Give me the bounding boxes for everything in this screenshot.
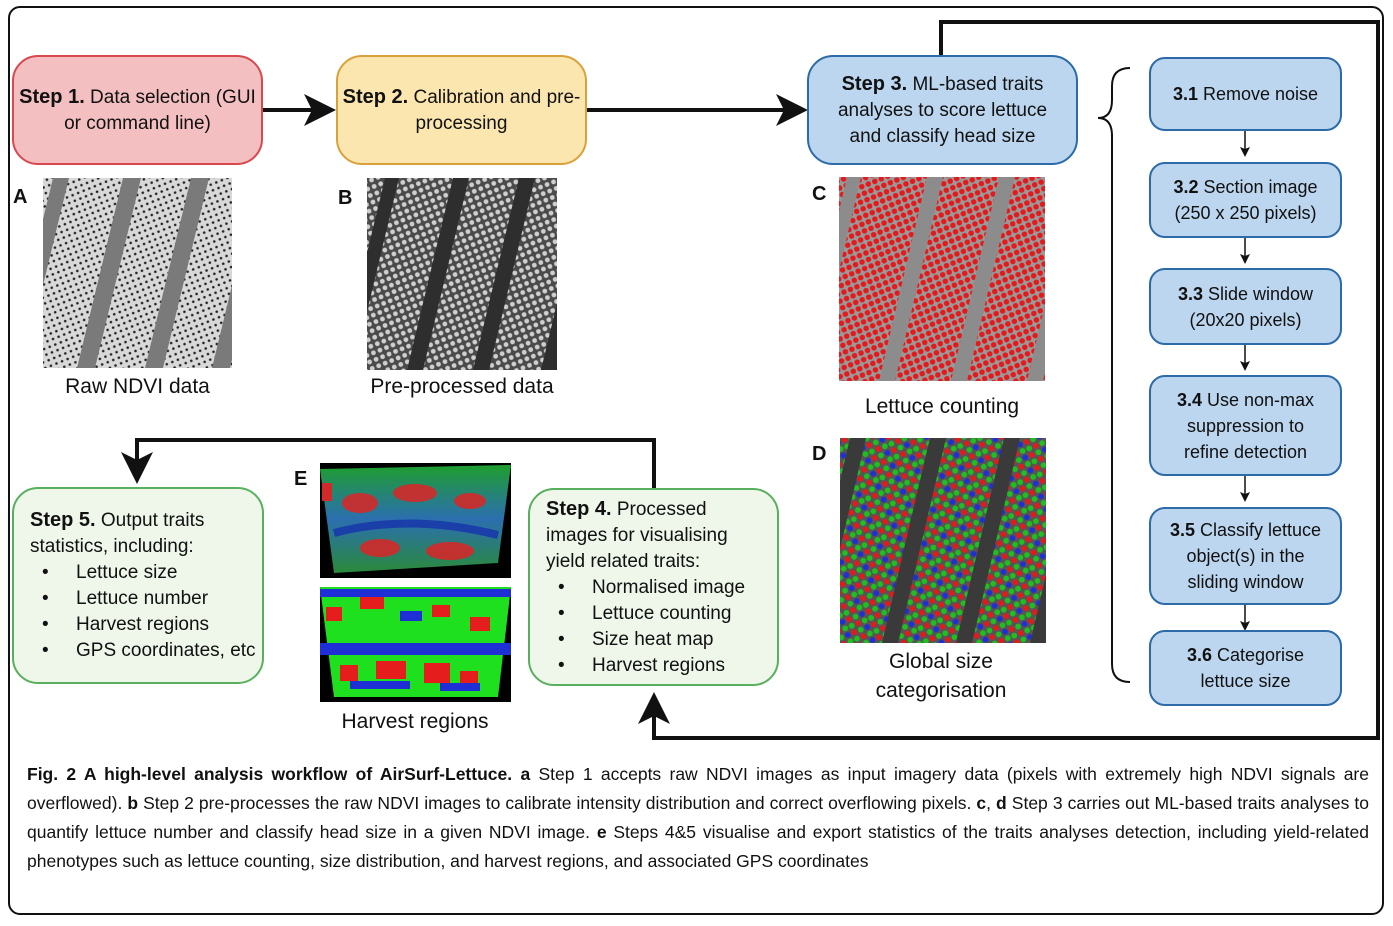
list-item: Normalised image bbox=[546, 575, 745, 601]
panel-letter-a: A bbox=[13, 186, 28, 208]
caption-lettuce-counting: Lettuce counting bbox=[864, 395, 1020, 418]
list-item: Size heat map bbox=[546, 627, 745, 653]
step2-box: Step 2. Calibration and pre-processing bbox=[336, 55, 587, 165]
arrow-step3-step4 bbox=[638, 20, 1380, 740]
step3-text: ML-based traits analyses to score lettuc… bbox=[837, 73, 1048, 147]
step2-label: Step 2. bbox=[342, 85, 409, 108]
caption-global-size: Global size categorisation bbox=[875, 650, 1007, 702]
raw-ndvi-image bbox=[43, 178, 232, 368]
figure-caption: Fig. 2 A high-level analysis workflow of… bbox=[27, 764, 1369, 871]
panel-letter-d: D bbox=[812, 443, 827, 465]
step3-label: Step 3. bbox=[841, 72, 908, 95]
step5-label: Step 5. bbox=[30, 509, 96, 531]
caption-harvest-regions: Harvest regions bbox=[341, 710, 489, 733]
step4-text: Processed images for visualising yield r… bbox=[546, 498, 728, 572]
list-item: Harvest regions bbox=[30, 612, 256, 638]
caption-pre-processed: Pre-processed data bbox=[370, 375, 554, 398]
step1-text: Data selection (GUI or command line) bbox=[64, 86, 256, 134]
harvest-regions-map-top bbox=[320, 463, 511, 578]
harvest-regions-map-bottom bbox=[320, 587, 511, 702]
step1-box: Step 1. Data selection (GUI or command l… bbox=[12, 55, 263, 165]
panel-letter-b: B bbox=[338, 187, 353, 209]
lettuce-counting-image bbox=[839, 177, 1045, 381]
substep-3-1: 3.1 Remove noise bbox=[1149, 57, 1342, 131]
figure-title: Fig. 2 A high-level analysis workflow of… bbox=[27, 764, 513, 784]
step2-text: Calibration and pre-processing bbox=[413, 86, 581, 134]
pre-processed-image bbox=[367, 178, 557, 370]
step3-box: Step 3. ML-based traits analyses to scor… bbox=[807, 55, 1078, 165]
substep-3-4: 3.4 Use non-max suppression to refine de… bbox=[1149, 375, 1342, 476]
panel-letter-e: E bbox=[294, 468, 308, 490]
step4-list: Normalised image Lettuce counting Size h… bbox=[546, 575, 745, 679]
arrow-step4-step5 bbox=[121, 438, 656, 488]
caption-raw-ndvi: Raw NDVI data bbox=[65, 375, 210, 398]
list-item: Lettuce number bbox=[30, 586, 256, 612]
step5-box: Step 5. Output traits statistics, includ… bbox=[12, 487, 264, 684]
substep-3-6: 3.6 Categorise lettuce size bbox=[1149, 630, 1342, 706]
size-categorisation-image bbox=[840, 438, 1046, 643]
figure-frame bbox=[8, 6, 1384, 915]
list-item: GPS coordinates, etc bbox=[30, 638, 256, 664]
step1-label: Step 1. bbox=[19, 85, 85, 108]
substep-3-2: 3.2 Section image (250 x 250 pixels) bbox=[1149, 162, 1342, 238]
list-item: Harvest regions bbox=[546, 653, 745, 679]
step4-label: Step 4. bbox=[546, 497, 612, 520]
brace bbox=[1097, 67, 1131, 683]
list-item: Lettuce counting bbox=[546, 601, 745, 627]
step4-box: Step 4. Processed images for visualising… bbox=[528, 488, 779, 686]
panel-letter-c: C bbox=[812, 183, 827, 205]
step5-list: Lettuce size Lettuce number Harvest regi… bbox=[30, 560, 256, 664]
list-item: Lettuce size bbox=[30, 560, 256, 586]
step5-text: Output traits statistics, including: bbox=[30, 510, 205, 557]
substep-3-5: 3.5 Classify lettuce object(s) in the sl… bbox=[1149, 507, 1342, 605]
substep-3-3: 3.3 Slide window (20x20 pixels) bbox=[1149, 268, 1342, 345]
